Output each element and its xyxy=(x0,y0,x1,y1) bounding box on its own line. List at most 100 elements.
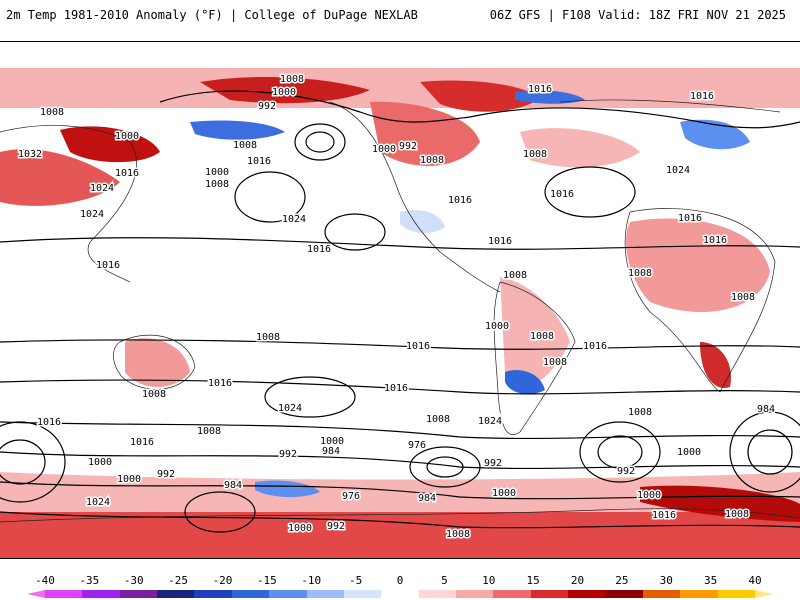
isobar-closed xyxy=(409,446,481,488)
patagonia-cool xyxy=(505,370,545,395)
isobar-closed xyxy=(294,123,346,161)
colorbar-over-arrow xyxy=(755,590,773,598)
isobar-line xyxy=(0,339,800,350)
isobar-label: 1024 xyxy=(80,209,104,220)
colorbar-swatch xyxy=(45,590,83,598)
south-america-warm xyxy=(500,277,570,387)
isobar-closed xyxy=(597,435,643,469)
isobar-label: 1008 xyxy=(280,74,304,85)
coastlines xyxy=(0,99,800,523)
isobar-label: 1008 xyxy=(503,270,527,281)
isobar-label: 1016 xyxy=(583,341,607,352)
colorbar-swatch xyxy=(717,590,756,598)
isobar-closed xyxy=(544,166,636,218)
isobar-label: 1000 xyxy=(677,447,701,458)
isobar-label: 984 xyxy=(322,446,340,457)
isobar-label: 1000 xyxy=(88,457,112,468)
isobar-line xyxy=(0,237,800,250)
isobar-label: 1000 xyxy=(320,436,344,447)
world-map: 1008 1000 992 1016 1008 1000 1032 1016 1… xyxy=(0,68,800,558)
asia-warm xyxy=(0,149,120,206)
isobar-closed xyxy=(0,439,46,485)
isobar-label: 1008 xyxy=(731,292,755,303)
isobar-line xyxy=(159,90,471,123)
isobar-label: 1024 xyxy=(478,416,502,427)
colorbar-tick-label: -10 xyxy=(301,574,322,587)
isobar-label: 1016 xyxy=(690,91,714,102)
greenland-warm xyxy=(420,80,540,112)
isobar-label: 1008 xyxy=(420,155,444,166)
isobar-label: 992 xyxy=(327,521,345,532)
isobar-label: 984 xyxy=(418,493,436,504)
isobar-label: 1000 xyxy=(115,131,139,142)
isobar-label: 992 xyxy=(484,458,502,469)
isobar-closed xyxy=(426,456,464,478)
isobar-label: 984 xyxy=(757,404,775,415)
australia-coast xyxy=(113,334,196,390)
isobar-closed xyxy=(0,421,66,503)
southern-ocean-cool xyxy=(255,480,320,498)
south-africa-warm xyxy=(700,342,731,388)
isobar-closed xyxy=(324,213,386,251)
isobar-label: 1008 xyxy=(256,332,280,343)
isobar-label: 1000 xyxy=(288,523,312,534)
colorbar-tick-label: -40 xyxy=(35,574,55,587)
isobar-label: 976 xyxy=(342,491,360,502)
colorbar-swatch xyxy=(642,590,681,598)
isobar-label: 1000 xyxy=(492,488,516,499)
south-america-coast xyxy=(493,281,576,435)
isobar-label: 1008 xyxy=(530,331,554,342)
isobar-label: 1016 xyxy=(247,156,271,167)
colorbar-tick-label: 40 xyxy=(748,574,762,587)
antarctic-warm xyxy=(0,512,800,558)
colorbar-swatch xyxy=(418,590,457,598)
isobar-label: 976 xyxy=(408,440,426,451)
isobar-label: 1008 xyxy=(205,179,229,190)
isobar-label: 992 xyxy=(279,449,297,460)
colorbar-swatch xyxy=(306,590,345,598)
isobar-label: 1008 xyxy=(233,140,257,151)
isobar-label: 1008 xyxy=(725,509,749,520)
colorbar-swatch xyxy=(568,590,607,598)
isobar-label: 1016 xyxy=(488,236,512,247)
siberia-warm xyxy=(60,126,160,163)
north-atlantic-warm xyxy=(520,128,640,168)
eurasia-coast xyxy=(0,99,781,283)
colorbar-swatch xyxy=(231,590,270,598)
southern-ocean-warm-band xyxy=(0,472,800,522)
colorbar-swatch xyxy=(493,590,532,598)
isobar-closed xyxy=(184,491,256,533)
isobar-label: 1008 xyxy=(523,149,547,160)
isobar-line xyxy=(0,379,800,395)
arctic-deep-warm xyxy=(200,76,370,104)
colorbar-swatch xyxy=(119,590,158,598)
colorbar-tick-label: -5 xyxy=(349,574,363,587)
isobar-label: 1016 xyxy=(703,235,727,246)
isobar-closed xyxy=(579,421,661,483)
isobar-label: 1008 xyxy=(426,414,450,425)
colorbar-swatch xyxy=(381,590,420,598)
africa-coast xyxy=(624,208,776,393)
isobar-closed xyxy=(729,411,800,493)
isobar-label: 1016 xyxy=(37,417,61,428)
isobar-label: 1008 xyxy=(197,426,221,437)
isobar-label: 1016 xyxy=(550,189,574,200)
isobar-label: 1016 xyxy=(130,437,154,448)
colorbar-swatch xyxy=(343,590,382,598)
isobar-label: 1032 xyxy=(18,149,42,160)
colorbar-swatch xyxy=(605,590,644,598)
isobar-label: 1008 xyxy=(142,389,166,400)
isobar-closed xyxy=(264,376,356,418)
isobar-label: 1016 xyxy=(448,195,472,206)
colorbar-tick-label: -30 xyxy=(123,574,144,587)
colorbar-tick-label: 20 xyxy=(570,574,585,587)
isobar-label: 1008 xyxy=(543,357,567,368)
isobar-closed xyxy=(747,429,793,475)
isobar-label: 1024 xyxy=(282,214,306,225)
isobar-label: 1016 xyxy=(678,213,702,224)
isobar-label: 1008 xyxy=(628,407,652,418)
isobar-label: 992 xyxy=(399,141,417,152)
isobar-label: 1024 xyxy=(278,403,302,414)
isobar-label: 1024 xyxy=(90,183,114,194)
us-cool xyxy=(400,210,445,234)
